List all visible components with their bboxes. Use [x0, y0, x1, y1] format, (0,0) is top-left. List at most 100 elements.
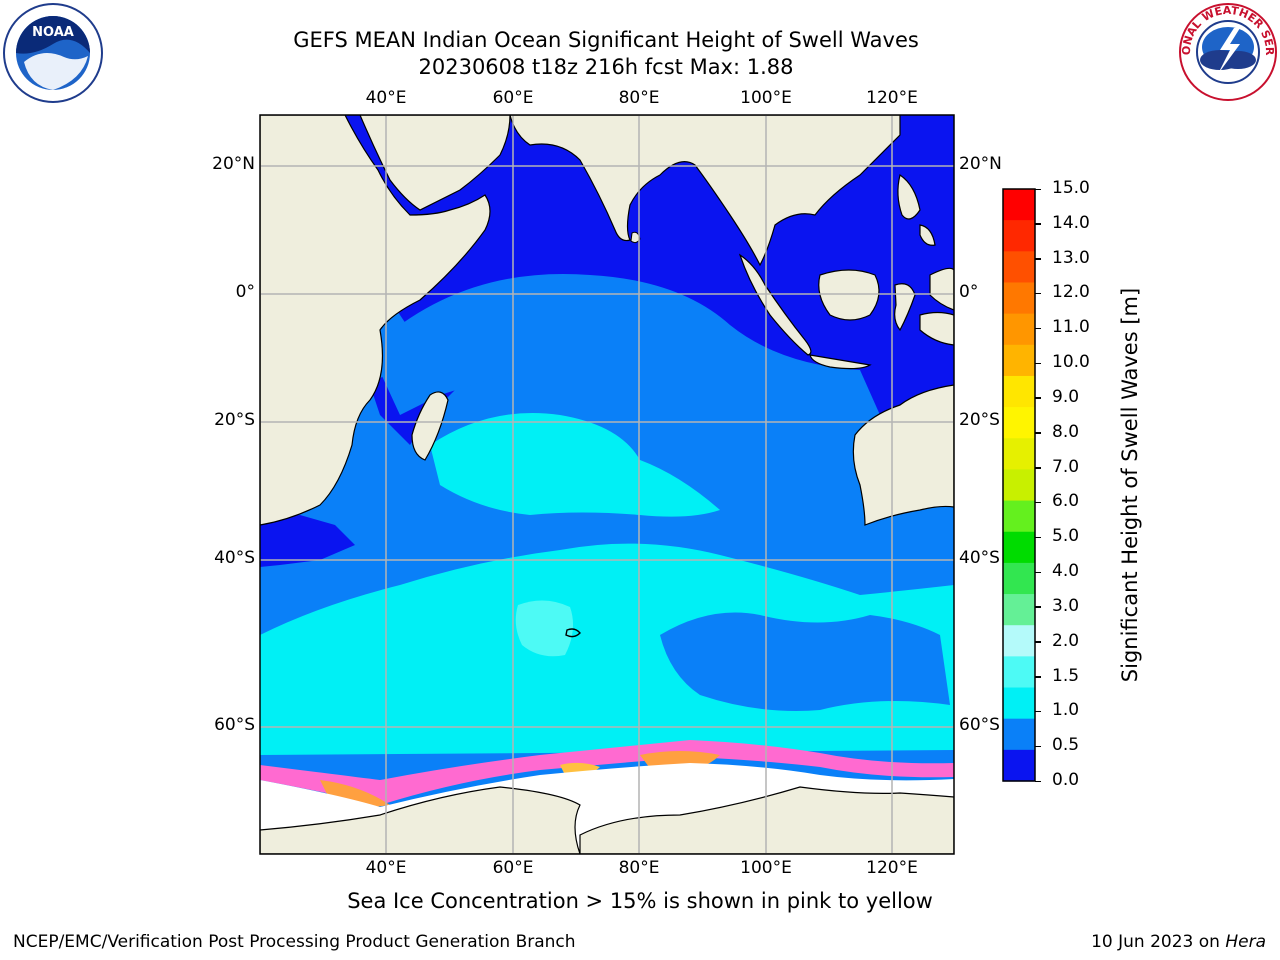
colorbar-segment — [1003, 251, 1035, 284]
lat-tick-left: 60°S — [214, 715, 255, 735]
lon-tick-top: 40°E — [365, 88, 407, 108]
lat-tick-right: 20°N — [959, 154, 1002, 174]
chart-title: GEFS MEAN Indian Ocean Significant Heigh… — [293, 28, 919, 52]
ocean-swell-10-15-southern — [260, 543, 954, 770]
land-philippines — [897, 174, 936, 246]
colorbar — [1002, 188, 1036, 782]
colorbar-tick-mark — [1035, 292, 1041, 295]
map-panel — [259, 114, 955, 855]
lon-tick-bottom: 60°E — [492, 858, 534, 878]
colorbar-tick-label: 9.0 — [1052, 386, 1080, 407]
colorbar-tick-label: 6.0 — [1052, 491, 1080, 512]
lon-tick-bottom: 100°E — [740, 858, 792, 878]
run-date: 10 Jun 2023 on — [1091, 932, 1226, 952]
colorbar-tick-label: 8.0 — [1052, 421, 1080, 442]
colorbar-tick-label: 13.0 — [1052, 247, 1090, 268]
sea-ice-orange-edge — [320, 751, 720, 807]
colorbar-tick-mark — [1035, 536, 1041, 539]
colorbar-segment — [1003, 749, 1035, 782]
sea-ice-caption: Sea Ice Concentration > 15% is shown in … — [347, 889, 933, 913]
land-sulawesi — [894, 283, 954, 346]
colorbar-tick-mark — [1035, 188, 1041, 190]
colorbar-segment — [1003, 407, 1035, 439]
colorbar-tick-mark — [1035, 223, 1041, 225]
colorbar-tick-label: 11.0 — [1052, 317, 1090, 338]
colorbar-tick-label: 1.5 — [1052, 665, 1080, 686]
run-host: Hera — [1225, 932, 1266, 952]
lat-tick-left: 0° — [235, 282, 255, 302]
colorbar-segment — [1003, 500, 1035, 533]
lon-tick-top: 80°E — [618, 88, 660, 108]
colorbar-tick-label: 10.0 — [1052, 352, 1090, 373]
lon-tick-top: 100°E — [740, 88, 792, 108]
colorbar-segment — [1003, 687, 1035, 720]
colorbar-tick-label: 4.0 — [1052, 561, 1080, 582]
land-madagascar — [411, 391, 449, 461]
chart-subtitle: 20230608 t18z 216h fcst Max: 1.88 — [418, 55, 794, 79]
land-kerguelen — [565, 628, 581, 638]
colorbar-tick-label: 0.5 — [1052, 735, 1080, 756]
ocean-swell-05-10-blob — [660, 612, 950, 711]
lat-tick-right: 60°S — [959, 715, 1000, 735]
colorbar-tick-mark — [1035, 780, 1041, 782]
lat-tick-right: 20°S — [959, 410, 1000, 430]
colorbar-tick-mark — [1035, 710, 1041, 713]
run-timestamp: 10 Jun 2023 on Hera — [1091, 932, 1266, 952]
land-sumatra — [738, 253, 812, 356]
colorbar-segment — [1003, 625, 1035, 657]
colorbar-segment — [1003, 531, 1035, 564]
colorbar-tick-label: 1.0 — [1052, 700, 1080, 721]
lon-tick-top: 120°E — [866, 88, 918, 108]
lat-tick-right: 40°S — [959, 548, 1000, 568]
colorbar-tick-mark — [1035, 745, 1041, 748]
colorbar-segment — [1003, 375, 1035, 408]
ocean-swell-05-10-band — [370, 273, 880, 435]
colorbar-tick-mark — [1035, 432, 1041, 434]
lon-tick-bottom: 40°E — [365, 858, 407, 878]
colorbar-tick-label: 2.0 — [1052, 630, 1080, 651]
lon-tick-bottom: 80°E — [618, 858, 660, 878]
colorbar-segment — [1003, 562, 1035, 595]
colorbar-segment — [1003, 189, 1035, 221]
colorbar-tick-mark — [1035, 327, 1041, 330]
ocean-swell-0-05-southwest — [260, 515, 355, 567]
land-australia — [852, 384, 954, 526]
colorbar-segment — [1003, 282, 1035, 315]
colorbar-tick-label: 14.0 — [1052, 212, 1090, 233]
lon-tick-bottom: 120°E — [866, 858, 918, 878]
colorbar-tick-mark — [1035, 641, 1041, 643]
colorbar-tick-label: 15.0 — [1052, 178, 1090, 198]
colorbar-tick-mark — [1035, 258, 1041, 260]
colorbar-tick-mark — [1035, 467, 1041, 469]
noaa-logo: NOAA — [3, 3, 103, 103]
colorbar-tick-label: 0.0 — [1052, 770, 1080, 790]
lon-tick-top: 60°E — [492, 88, 534, 108]
ocean-swell-15-20-patch — [515, 600, 574, 657]
colorbar-tick-mark — [1035, 676, 1041, 678]
colorbar-segment — [1003, 594, 1035, 626]
map-gridlines — [260, 115, 954, 854]
colorbar-tick-mark — [1035, 606, 1041, 608]
colorbar-tick-label: 7.0 — [1052, 456, 1080, 477]
colorbar-tick-label: 3.0 — [1052, 595, 1080, 616]
colorbar-tick-mark — [1035, 362, 1041, 365]
colorbar-tick-label: 5.0 — [1052, 526, 1080, 547]
land-india-asia — [509, 115, 901, 267]
noaa-logo-text: NOAA — [32, 25, 74, 40]
lat-tick-left: 40°S — [214, 548, 255, 568]
colorbar-segment — [1003, 718, 1035, 751]
land-antarctica — [260, 786, 954, 854]
lat-tick-left: 20°N — [212, 154, 255, 174]
colorbar-segment — [1003, 313, 1035, 346]
sea-ice-pink-edge — [260, 740, 954, 805]
colorbar-segment — [1003, 656, 1035, 689]
colorbar-tick-mark — [1035, 397, 1041, 399]
colorbar-tick-mark — [1035, 501, 1041, 504]
colorbar-tick-mark — [1035, 571, 1041, 574]
land-sri-lanka — [630, 231, 641, 244]
land-java — [809, 354, 872, 370]
land-new-guinea — [929, 267, 954, 311]
colorbar-segment — [1003, 344, 1035, 377]
lat-tick-right: 0° — [959, 282, 979, 302]
colorbar-tick-label: 12.0 — [1052, 282, 1090, 303]
